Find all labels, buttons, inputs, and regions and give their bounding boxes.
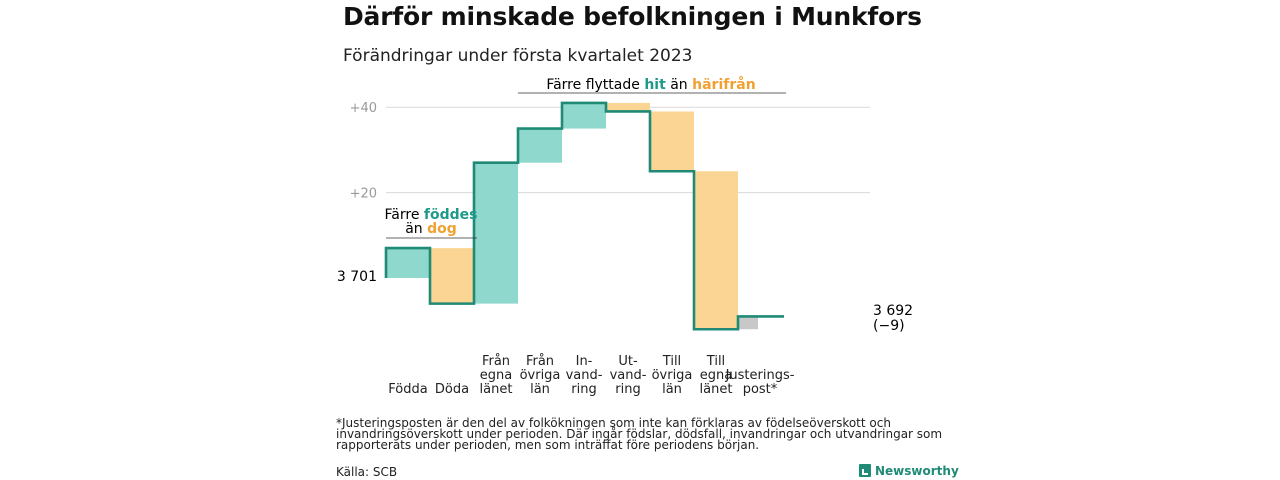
end-value-label: 3 692 <box>873 303 913 319</box>
category-label: Döda <box>435 382 469 397</box>
cumulative-step-line <box>384 101 784 331</box>
footnote: *Justeringsposten är den del av folkökni… <box>336 416 943 452</box>
category-label: Justerings-post* <box>725 368 795 397</box>
births-annotation-line2: än dog <box>405 221 457 237</box>
waterfall-bar <box>518 128 562 163</box>
newsworthy-logo: Newsworthy <box>859 464 959 478</box>
category-label: In-vand-ring <box>566 354 603 397</box>
category-label: Till egna länet <box>700 354 733 397</box>
end-change-label: (−9) <box>873 318 905 334</box>
waterfall-bar <box>606 102 650 112</box>
category-label: Från egna länet <box>480 354 513 397</box>
migration-annotation: Färre flyttade hit än härifrån <box>546 76 755 93</box>
waterfall-bar <box>430 248 474 304</box>
newsworthy-icon <box>859 464 871 477</box>
births-annotation-line1: Färre föddes <box>385 207 478 223</box>
waterfall-bar <box>386 248 430 278</box>
waterfall-bar <box>562 102 606 129</box>
category-label: Till övriga län <box>652 354 693 397</box>
waterfall-bar <box>650 111 694 172</box>
category-label: Ut-vand-ring <box>610 354 647 397</box>
chart-title: Därför minskade befolkningen i Munkfors <box>343 2 922 31</box>
chart-subtitle: Förändringar under första kvartalet 2023 <box>343 46 693 66</box>
category-label: Från övriga län <box>520 354 561 397</box>
y-tick-label: +20 <box>350 187 377 202</box>
y-tick-label: +40 <box>350 101 377 116</box>
source-label: Källa: SCB <box>336 465 398 479</box>
start-value-label: 3 701 <box>337 269 377 285</box>
waterfall-bar <box>474 162 518 304</box>
category-label: Födda <box>388 382 427 397</box>
brand-name: Newsworthy <box>875 464 959 478</box>
waterfall-bar <box>738 316 758 330</box>
waterfall-bar <box>694 171 738 330</box>
